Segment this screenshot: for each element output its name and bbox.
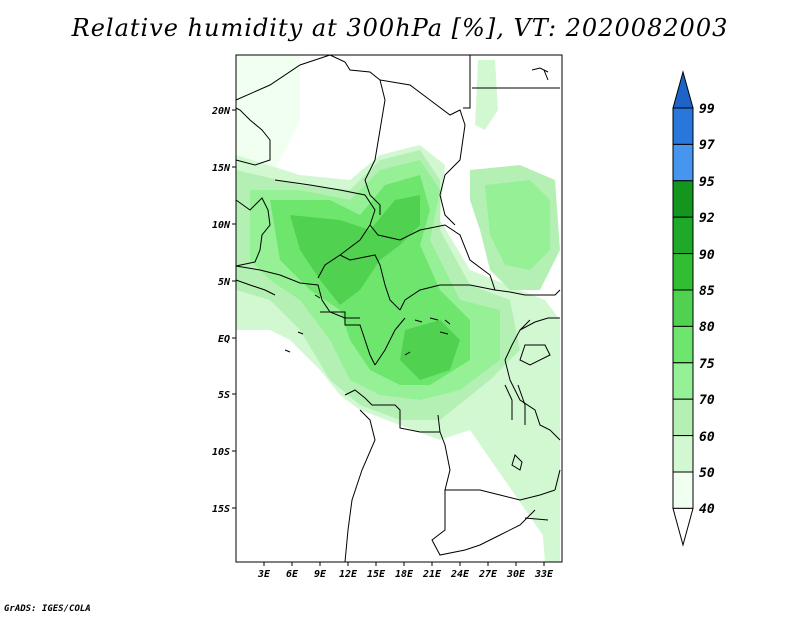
- lon-tick-label: 27E: [478, 569, 498, 580]
- lon-tick-label: 6E: [286, 569, 299, 580]
- lat-tick-label: 10S: [212, 447, 230, 458]
- country-borders: [235, 54, 561, 563]
- lon-axis: 3E 6E 9E 12E 15E 18E 21E 24E 27E 30E 33E: [257, 562, 554, 580]
- colorbar: 99 97 95 92 90 85 80 75 70 60 50 40: [672, 70, 715, 547]
- colorbar-segment: [672, 289, 694, 327]
- lat-tick-label: 20N: [211, 106, 231, 117]
- colorbar-label: 50: [699, 466, 715, 481]
- lat-axis: 20N 15N 10N 5N EQ 5S 10S 15S: [211, 106, 236, 515]
- lat-tick-label: 10N: [212, 220, 231, 231]
- colorbar-label: 70: [699, 393, 715, 408]
- colorbar-segment: [672, 143, 694, 182]
- colorbar-label: 97: [699, 138, 715, 153]
- colorbar-label: 80: [699, 320, 715, 335]
- colorbar-label: 99: [699, 102, 715, 117]
- colorbar-segment: [672, 216, 694, 255]
- colorbar-segment: [672, 325, 694, 364]
- lon-tick-label: 15E: [367, 569, 386, 580]
- colorbar-label: 60: [699, 430, 715, 445]
- lon-tick-label: 30E: [506, 569, 526, 580]
- chart-title: Relative humidity at 300hPa [%], VT: 202…: [71, 14, 729, 42]
- colorbar-segment: [672, 107, 694, 145]
- colorbar-label: 95: [699, 175, 715, 190]
- lat-tick-label: 15N: [212, 163, 231, 174]
- lat-tick-label: 15S: [212, 504, 230, 515]
- humidity-shading: [236, 55, 560, 562]
- lon-tick-label: 18E: [395, 569, 414, 580]
- colorbar-segment: [672, 398, 694, 437]
- grads-credit: GrADS: IGES/COLA: [4, 604, 91, 614]
- lon-tick-label: 21E: [422, 569, 442, 580]
- lat-tick-label: 5S: [218, 390, 230, 401]
- lat-tick-label: 5N: [218, 277, 231, 288]
- map-frame: [235, 54, 563, 563]
- lon-tick-label: 12E: [339, 569, 358, 580]
- colorbar-segment: [672, 471, 694, 509]
- colorbar-label: 40: [699, 502, 715, 517]
- colorbar-label: 92: [699, 211, 715, 226]
- colorbar-segment: [672, 70, 694, 109]
- lon-tick-label: 24E: [450, 569, 470, 580]
- colorbar-segment: [672, 253, 694, 291]
- colorbar-label: 90: [699, 248, 715, 263]
- lon-tick-label: 33E: [534, 569, 554, 580]
- colorbar-segment: [672, 435, 694, 473]
- colorbar-label: 85: [699, 284, 715, 299]
- colorbar-segment: [672, 362, 694, 400]
- colorbar-segment: [672, 180, 694, 218]
- lat-tick-label: EQ: [218, 334, 230, 345]
- colorbar-segment: [672, 507, 694, 547]
- lon-tick-label: 9E: [314, 569, 327, 580]
- lon-tick-label: 3E: [257, 569, 271, 580]
- colorbar-label: 75: [699, 357, 715, 372]
